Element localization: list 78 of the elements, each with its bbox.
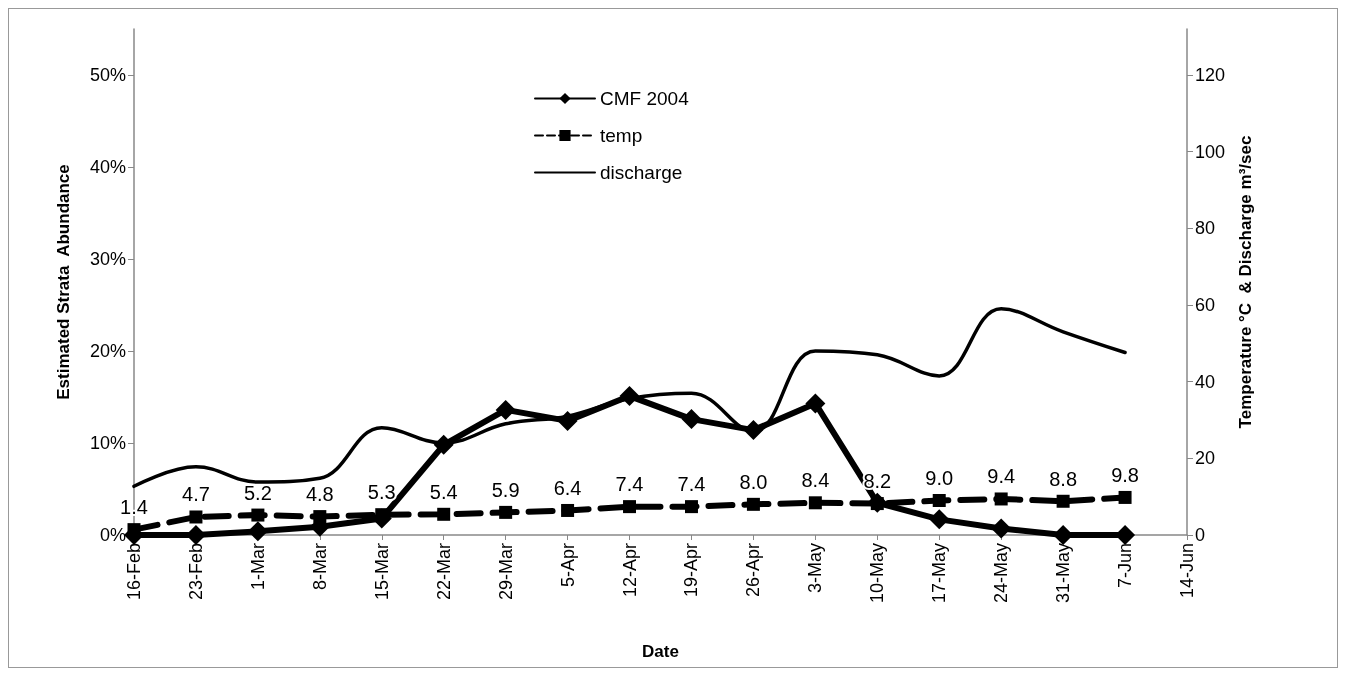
y2-tick-label: 100	[1195, 141, 1226, 162]
x-tick-label: 3-May	[805, 543, 826, 594]
point	[932, 494, 946, 507]
x-tick-label: 12-Apr	[619, 543, 640, 598]
point	[561, 503, 575, 517]
y-tick-label: 20%	[89, 341, 126, 361]
data-label: 7.4	[615, 473, 644, 496]
data-label: 4.7	[182, 483, 210, 506]
x-tick-label: 14-Jun	[1177, 543, 1197, 599]
y2-tick-label: 40	[1195, 371, 1216, 392]
x-tick-label: 17-May	[929, 543, 950, 604]
data-label: 4.8	[305, 483, 334, 506]
point	[437, 507, 451, 521]
legend-label: CMF 2004	[600, 88, 690, 109]
x-tick-label: 10-May	[867, 543, 888, 604]
data-label: 1.4	[120, 496, 148, 519]
y2-tick-label: 20	[1195, 448, 1216, 469]
y-tick-label: 50%	[89, 65, 126, 85]
x-tick-label: 26-Apr	[743, 543, 764, 598]
data-label: 8.4	[801, 469, 830, 492]
point	[1115, 525, 1136, 545]
point	[433, 434, 454, 455]
point	[495, 399, 516, 420]
x-tick-label: 8-Mar	[309, 543, 330, 591]
data-label: 8.0	[739, 470, 768, 493]
data-label: 8.8	[1049, 467, 1078, 490]
x-tick-label: 29-Mar	[495, 543, 516, 601]
y2-axis-title: Temperature °C & Discharge m³/sec	[1236, 135, 1255, 429]
point	[743, 420, 764, 441]
legend-label: temp	[600, 125, 643, 146]
x-tick-label: 7-Jun	[1115, 543, 1136, 589]
point	[619, 386, 640, 407]
point	[189, 510, 203, 524]
y2-tick-label: 60	[1195, 295, 1216, 315]
x-tick-label: 19-Apr	[681, 543, 702, 598]
x-axis-title: Date	[642, 642, 679, 661]
x-tick-label: 15-Mar	[371, 543, 392, 601]
point	[746, 497, 760, 511]
y2-tick-label: 0	[1195, 525, 1206, 545]
x-tick-label: 23-Feb	[185, 543, 206, 601]
y2-tick-label: 120	[1195, 65, 1226, 85]
point	[929, 509, 950, 530]
point	[684, 500, 698, 514]
point	[681, 409, 702, 430]
point	[247, 521, 268, 542]
point	[1056, 494, 1070, 508]
y2-tick-label: 80	[1195, 218, 1216, 239]
data-label: 5.2	[243, 481, 272, 504]
x-tick-label: 24-May	[991, 543, 1012, 604]
point	[313, 510, 327, 524]
y-tick-label: 30%	[89, 249, 126, 269]
point	[251, 508, 265, 522]
data-label: 9.0	[925, 467, 954, 489]
y-axis-title: Estimated Strata Abundance	[54, 164, 73, 400]
data-label: 5.4	[429, 480, 458, 503]
data-label: 9.8	[1111, 463, 1139, 486]
x-tick-label: 16-Feb	[124, 543, 144, 601]
data-label: 5.9	[491, 478, 520, 501]
x-tick-label: 22-Mar	[433, 543, 454, 601]
point	[623, 500, 637, 514]
data-label: 6.4	[553, 476, 582, 499]
point	[991, 518, 1012, 539]
x-tick-label: 1-Mar	[247, 543, 268, 591]
point	[499, 505, 513, 519]
x-tick-label: 31-May	[1053, 543, 1074, 604]
data-label: 5.3	[367, 481, 396, 504]
data-label: 7.4	[677, 473, 706, 496]
point	[557, 410, 578, 431]
data-label: 9.4	[987, 465, 1016, 488]
x-tick-label: 5-Apr	[557, 542, 578, 588]
point	[805, 393, 826, 414]
point	[994, 492, 1008, 506]
point	[1118, 490, 1132, 504]
point	[808, 496, 822, 510]
y-tick-label: 0%	[99, 525, 126, 545]
legend-label: discharge	[600, 162, 683, 183]
y-tick-label: 40%	[89, 157, 126, 177]
y-tick-label: 10%	[89, 433, 126, 453]
